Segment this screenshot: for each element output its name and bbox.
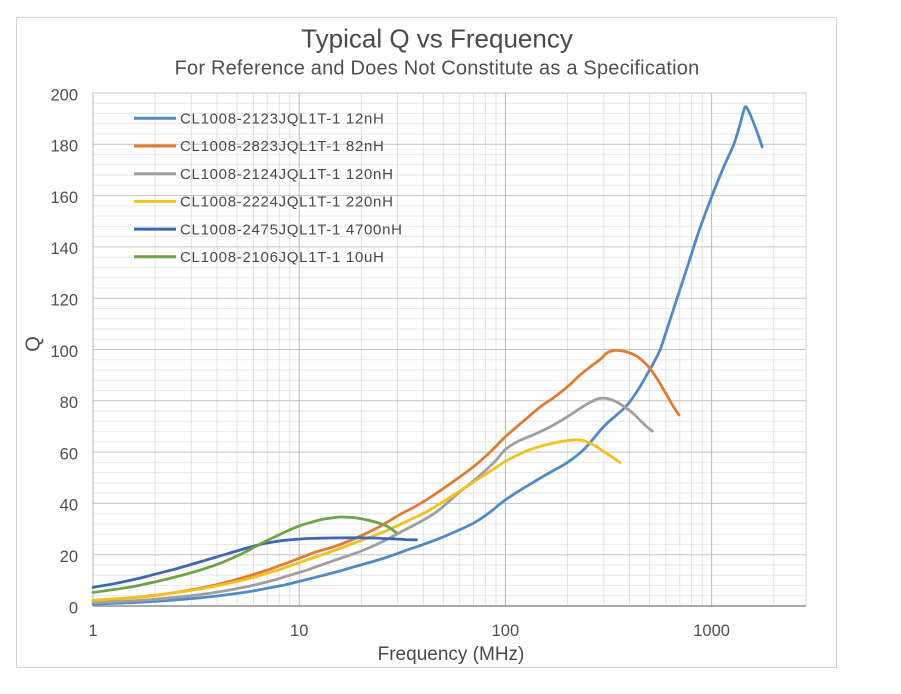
svg-text:10: 10	[290, 622, 308, 640]
svg-text:CL1008-2123JQL1T-1 12nH: CL1008-2123JQL1T-1 12nH	[180, 111, 385, 128]
svg-text:1000: 1000	[693, 622, 730, 640]
svg-text:20: 20	[60, 548, 78, 566]
svg-text:For Reference and Does Not Con: For Reference and Does Not Constitute as…	[175, 58, 700, 80]
svg-text:100: 100	[50, 343, 78, 361]
svg-text:160: 160	[50, 189, 78, 207]
svg-text:60: 60	[60, 445, 78, 463]
svg-text:100: 100	[492, 622, 520, 640]
svg-text:0: 0	[69, 599, 78, 617]
svg-text:180: 180	[50, 138, 78, 156]
svg-text:CL1008-2224JQL1T-1 220nH: CL1008-2224JQL1T-1 220nH	[180, 194, 394, 211]
svg-text:80: 80	[60, 394, 78, 412]
svg-text:1: 1	[88, 622, 97, 640]
svg-text:140: 140	[50, 240, 78, 258]
svg-text:CL1008-2475JQL1T-1 4700nH: CL1008-2475JQL1T-1 4700nH	[180, 221, 403, 238]
svg-text:Q: Q	[23, 336, 45, 352]
svg-text:Typical Q vs Frequency: Typical Q vs Frequency	[301, 24, 573, 54]
svg-text:Frequency (MHz): Frequency (MHz)	[378, 644, 525, 665]
svg-text:CL1008-2823JQL1T-1 82nH: CL1008-2823JQL1T-1 82nH	[180, 138, 385, 155]
svg-text:CL1008-2106JQL1T-1 10uH: CL1008-2106JQL1T-1 10uH	[180, 249, 385, 266]
svg-text:CL1008-2124JQL1T-1 120nH: CL1008-2124JQL1T-1 120nH	[180, 166, 394, 183]
svg-text:40: 40	[60, 497, 78, 515]
svg-text:120: 120	[50, 292, 78, 310]
svg-text:200: 200	[50, 86, 78, 104]
